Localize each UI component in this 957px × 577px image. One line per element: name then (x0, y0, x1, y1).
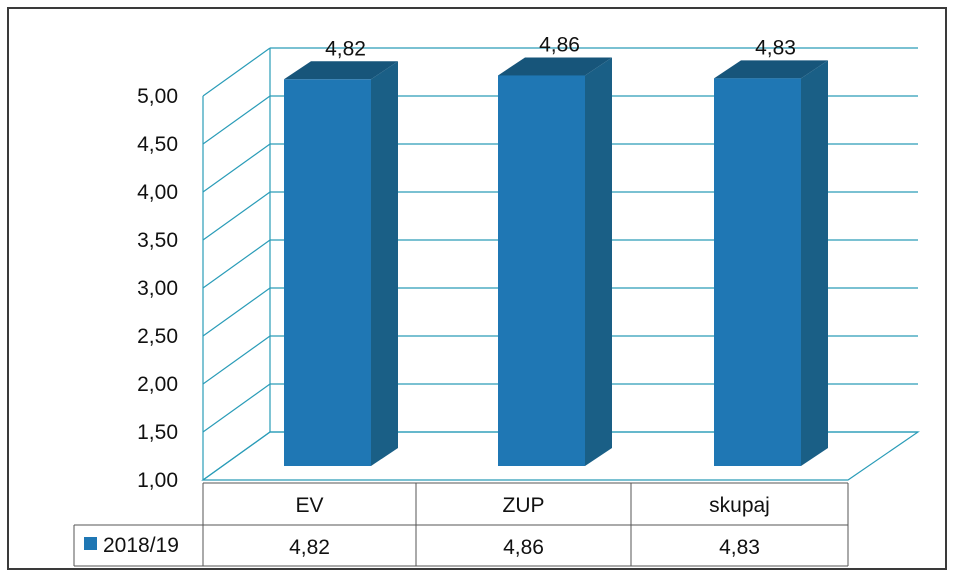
y-tick-label: 3,50 (137, 229, 178, 252)
gridline-side (202, 239, 271, 289)
bar-front (498, 75, 585, 466)
table-value: 4,86 (503, 536, 544, 559)
y-tick-label: 2,00 (137, 373, 178, 396)
bar-front (284, 79, 371, 466)
bar-ev (284, 61, 398, 466)
legend-swatch (84, 537, 97, 550)
bar-side (371, 61, 398, 466)
bar-top (714, 60, 828, 79)
x-category-label: ZUP (503, 494, 545, 517)
bar-top (498, 57, 612, 76)
y-tick-label: 1,00 (137, 469, 178, 492)
y-tick-label: 4,50 (137, 133, 178, 156)
bar-side (585, 57, 612, 466)
gridline-side (202, 95, 271, 145)
data-label: 4,86 (539, 33, 580, 56)
data-label: 4,83 (755, 36, 796, 59)
y-tick-label: 5,00 (137, 85, 178, 108)
y-tick-label: 4,00 (137, 181, 178, 204)
legend-series-name: 2018/19 (103, 534, 179, 557)
x-category-label: skupaj (709, 494, 770, 517)
bar-front (714, 78, 801, 466)
gridline-side (202, 287, 271, 337)
bar-top (284, 61, 398, 80)
y-tick-label: 1,50 (137, 421, 178, 444)
y-tick-label: 3,00 (137, 277, 178, 300)
x-category-label: EV (295, 494, 323, 517)
y-tick-label: 2,50 (137, 325, 178, 348)
gridline-side (202, 335, 271, 385)
data-table: 2018/19 (73, 482, 849, 567)
gridline-side (202, 143, 271, 193)
gridline-side (202, 383, 271, 433)
bar-zup (498, 57, 612, 466)
chart-floor (201, 431, 920, 481)
bar-side (801, 60, 828, 466)
bar-skupaj (714, 60, 828, 466)
data-label: 4,82 (325, 37, 366, 60)
table-value: 4,83 (719, 536, 760, 559)
bars (284, 57, 828, 466)
gridline-side (202, 191, 271, 241)
chart-frame (7, 7, 947, 570)
table-value: 4,82 (289, 536, 330, 559)
gridline-side (202, 47, 271, 97)
